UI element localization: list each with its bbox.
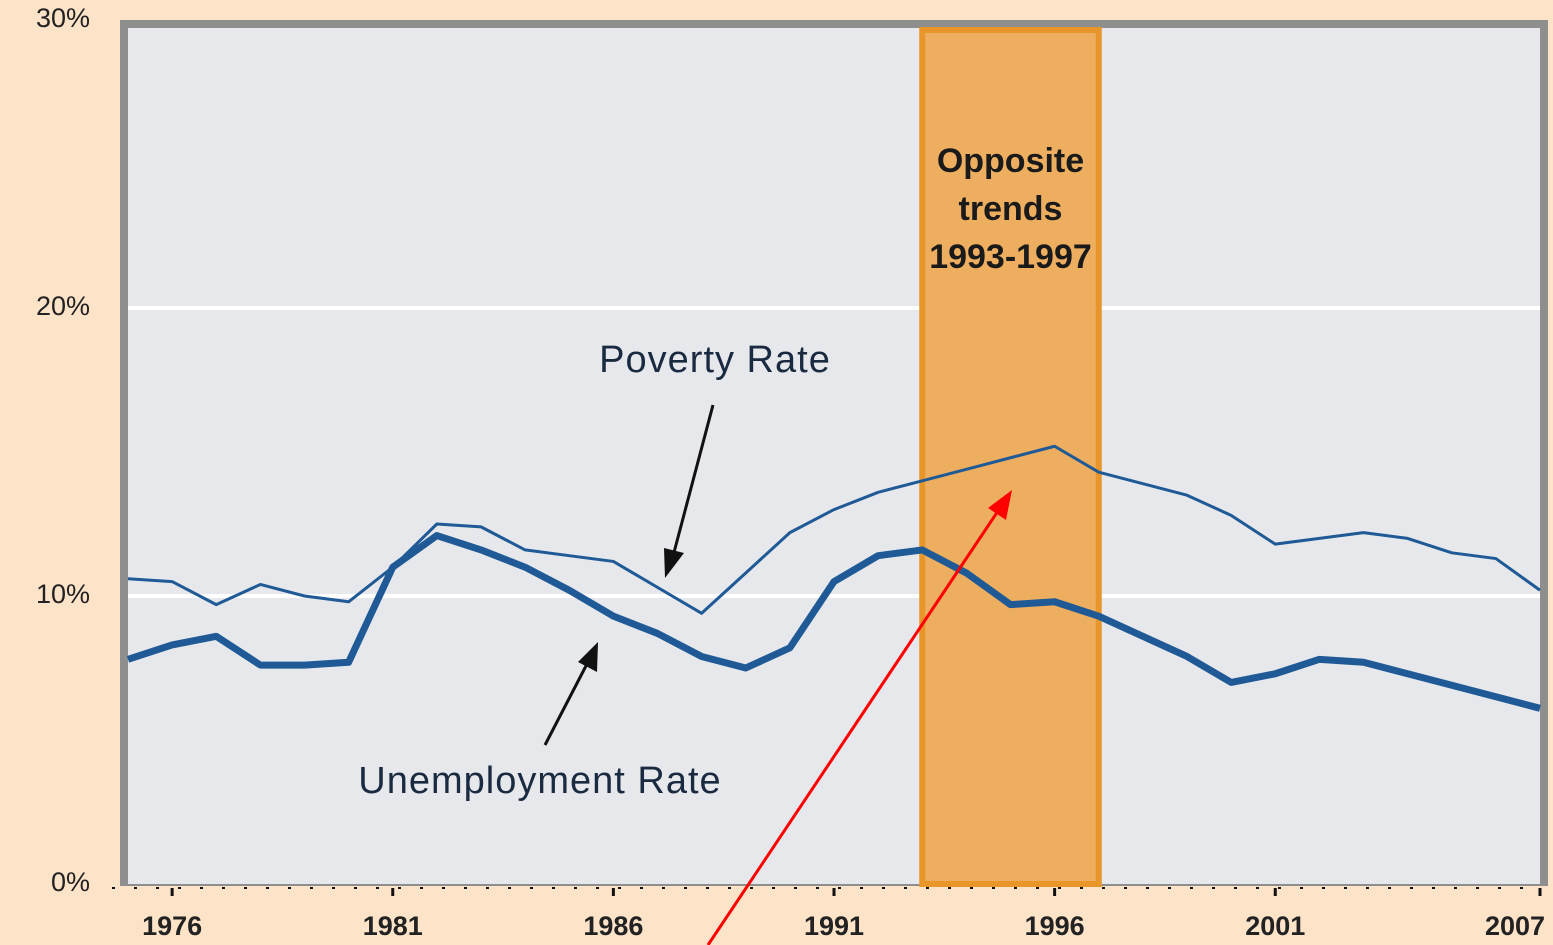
series-line — [126, 532, 1541, 712]
arrow — [706, 507, 1002, 945]
arrowhead — [578, 642, 598, 672]
arrow — [670, 404, 715, 561]
arrowhead — [664, 548, 684, 578]
arrow — [543, 661, 590, 746]
series-line — [127, 444, 1541, 615]
series-label: Unemployment Rate — [358, 760, 721, 802]
y-tick-label: 20% — [36, 291, 90, 321]
x-tick-label: 2001 — [1245, 911, 1305, 941]
annotation: trends — [959, 190, 1063, 228]
y-tick-label: 30% — [36, 3, 90, 33]
arrowhead — [988, 490, 1012, 520]
series-label: Poverty Rate — [599, 339, 831, 381]
arrows — [543, 404, 1012, 945]
y-tick-label: 0% — [51, 867, 90, 897]
plot-area — [128, 28, 1540, 884]
x-tick-label: 1981 — [363, 911, 423, 941]
annotation: 1993-1997 — [929, 238, 1092, 276]
y-tick-label: 10% — [36, 579, 90, 609]
annotation: Opposite — [937, 142, 1084, 180]
x-tick-label: 1976 — [142, 911, 202, 941]
x-tick-label: 1986 — [583, 911, 643, 941]
x-tick-label: 1991 — [804, 911, 864, 941]
x-tick-label: 2007 — [1485, 911, 1545, 941]
x-tick-label: 1996 — [1025, 911, 1085, 941]
